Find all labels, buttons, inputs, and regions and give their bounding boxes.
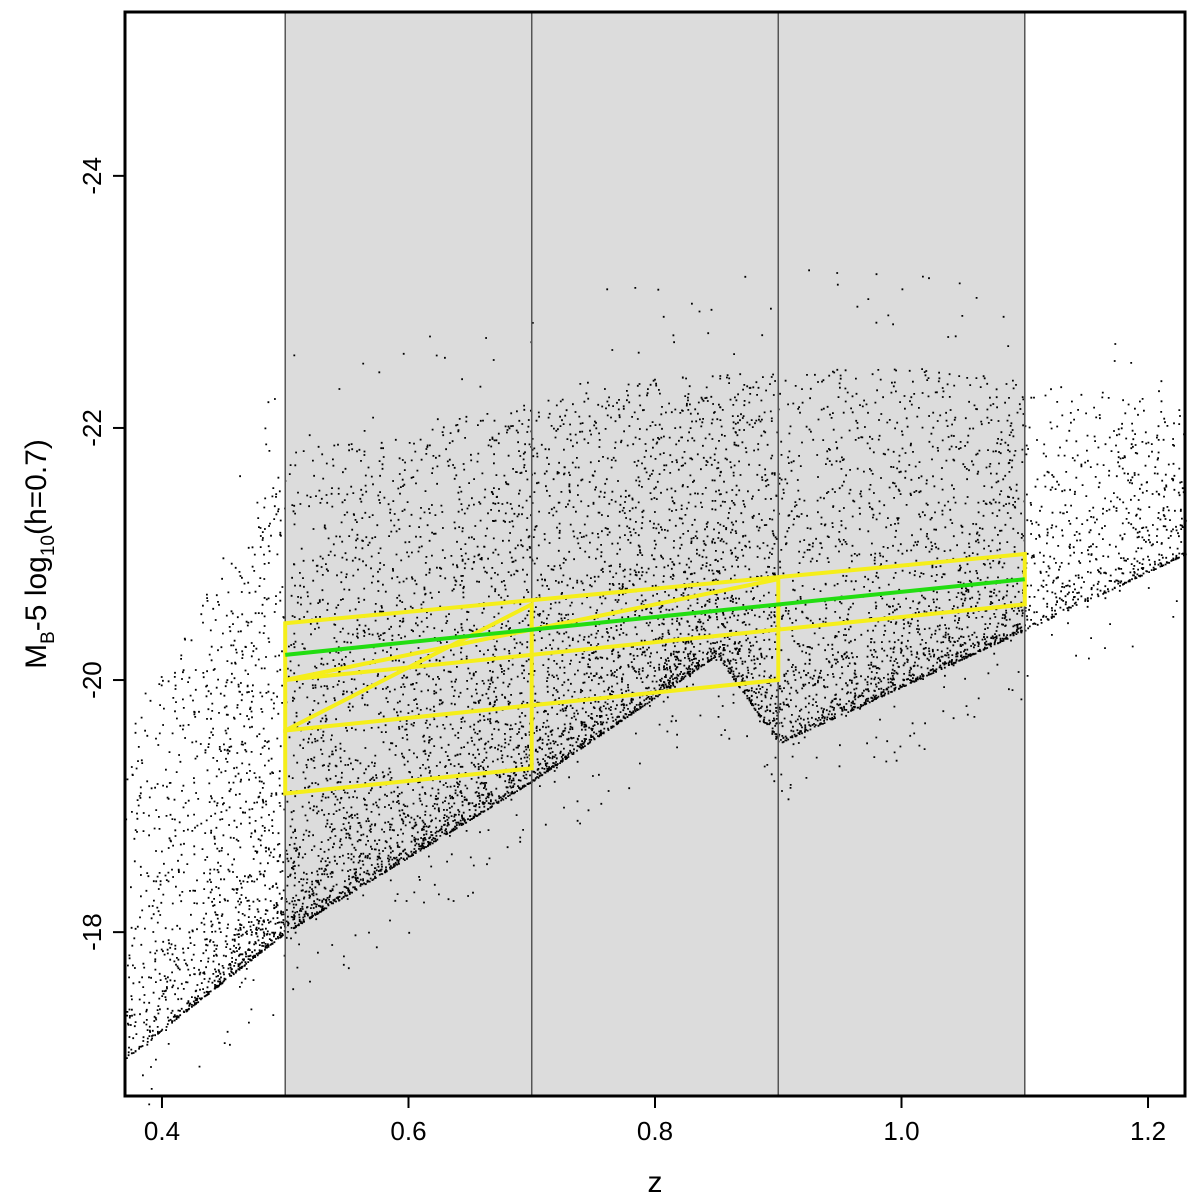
x-axis: 0.4 0.6 0.8 1.0 1.2 [144, 1096, 1166, 1146]
y-axis-title-middle: -5 log [20, 556, 53, 631]
x-tick-label-0: 0.4 [144, 1116, 180, 1146]
y-tick-label-1: -20 [77, 661, 107, 699]
y-axis-title-suffix: (h=0.7) [20, 439, 53, 535]
green-trend-line [285, 577, 1025, 657]
shaded-bin-0 [285, 12, 532, 1096]
y-axis-title-prefix: M [20, 644, 53, 669]
y-axis-title-prefix-sub: B [38, 631, 59, 644]
y-axis: -18 -20 -22 -24 [77, 157, 125, 951]
selection-boxes [283, 551, 1027, 796]
selection-box-2 [283, 601, 534, 796]
x-axis-title: z [648, 1166, 663, 1199]
shaded-redshift-bins [285, 12, 1025, 1096]
y-axis-title: MB-5 log10(h=0.7) [20, 439, 59, 669]
mean-luminosity-line [285, 577, 1025, 657]
y-tick-label-3: -24 [77, 157, 107, 195]
y-tick-label-0: -18 [77, 913, 107, 951]
selection-box-0 [283, 551, 1027, 683]
selection-box-1 [283, 576, 781, 733]
x-tick-label-3: 1.0 [883, 1116, 919, 1146]
shaded-bin-1 [531, 12, 779, 1096]
y-axis-title-middle-sub: 10 [38, 535, 59, 556]
x-tick-label-1: 0.6 [390, 1116, 426, 1146]
x-tick-label-4: 1.2 [1130, 1116, 1166, 1146]
x-tick-label-2: 0.8 [637, 1116, 673, 1146]
y-tick-label-2: -22 [77, 409, 107, 447]
